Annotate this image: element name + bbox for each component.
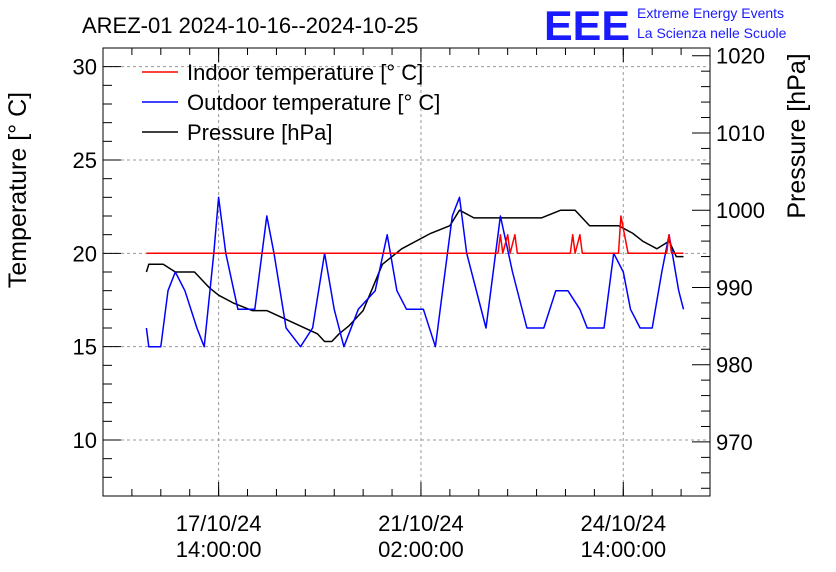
series-line-indoor	[146, 215, 684, 255]
x-tick-date: 24/10/24	[580, 511, 666, 536]
x-tick-time: 14:00:00	[580, 537, 666, 562]
series-layer	[145, 196, 685, 348]
x-tick-date: 17/10/24	[176, 511, 262, 536]
y2-tick-label: 980	[716, 353, 753, 378]
y2-tick-label: 1020	[716, 44, 765, 69]
y2-axis-title: Pressure [hPa]	[783, 53, 811, 218]
legend-label-outdoor: Outdoor temperature [° C]	[187, 90, 440, 115]
legend: Indoor temperature [° C] Outdoor tempera…	[142, 60, 440, 145]
y-tick-label: 30	[73, 55, 97, 80]
y2-tick-label: 1010	[716, 121, 765, 146]
x-tick-date: 21/10/24	[378, 511, 464, 536]
eee-logo-line1: Extreme Energy Events	[637, 5, 784, 21]
eee-logo-mark: EEE	[544, 2, 630, 49]
eee-logo-line2: La Scienza nelle Scuole	[637, 25, 787, 41]
legend-label-pressure: Pressure [hPa]	[187, 120, 333, 145]
eee-logo: EEE Extreme Energy Events La Scienza nel…	[544, 2, 787, 49]
x-tick-time: 14:00:00	[176, 537, 262, 562]
y2-tick-label: 1000	[716, 198, 765, 223]
y-tick-label: 20	[73, 241, 97, 266]
y2-tick-label: 970	[716, 430, 753, 455]
series-line-outdoor	[145, 196, 685, 348]
y-tick-label: 15	[73, 335, 97, 360]
series-line-pressure	[145, 209, 684, 343]
legend-label-indoor: Indoor temperature [° C]	[187, 60, 423, 85]
axes: 101520253097098099010001010102017/10/241…	[73, 44, 765, 562]
y2-tick-label: 990	[716, 275, 753, 300]
y-tick-label: 10	[73, 428, 97, 453]
y-tick-label: 25	[73, 148, 97, 173]
x-tick-time: 02:00:00	[378, 537, 464, 562]
y-axis-title: Temperature [° C]	[4, 92, 32, 288]
chart-title: AREZ-01 2024-10-16--2024-10-25	[82, 13, 418, 38]
